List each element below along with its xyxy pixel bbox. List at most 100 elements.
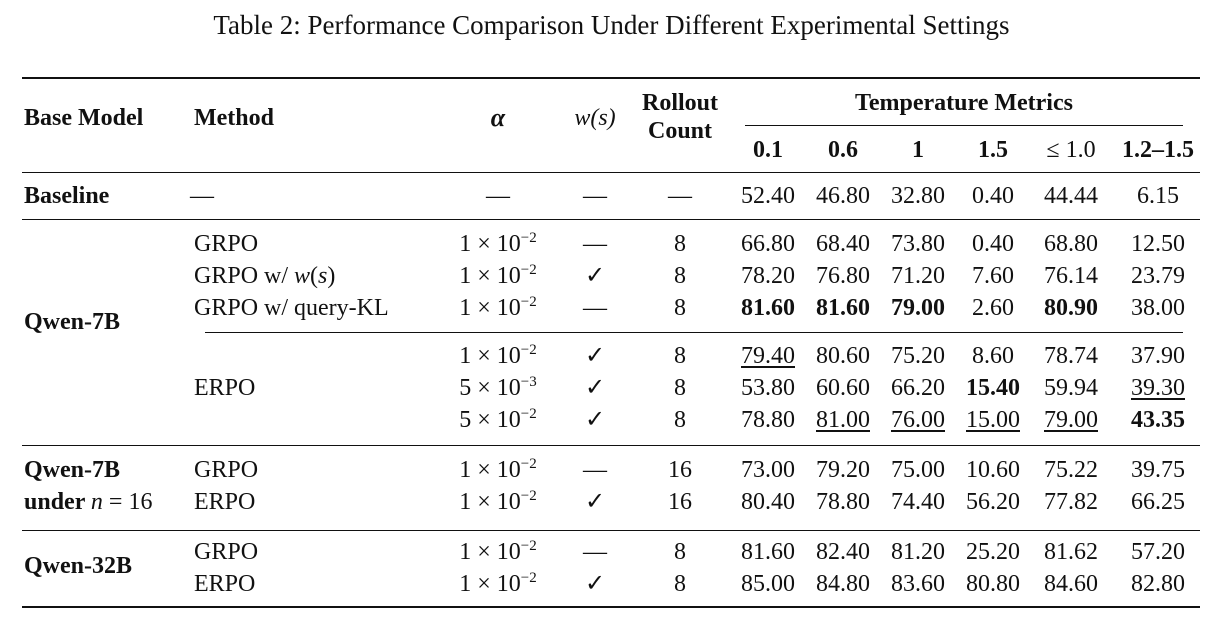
value-cell: 46.80 (816, 183, 870, 209)
value-cell: 85.00 (741, 571, 795, 597)
ws-cell: ✓ (584, 407, 606, 433)
ws-cell: — (583, 183, 607, 209)
header-method: Method (194, 105, 274, 131)
header-base-model: Base Model (24, 105, 144, 131)
value-cell: 79.00 (891, 295, 945, 321)
alpha-cell: 1 × 10−2 (459, 230, 537, 261)
value-cell: 53.80 (741, 375, 795, 401)
value-cell: 81.60 (741, 295, 795, 321)
ws-cell: ✓ (584, 343, 606, 369)
alpha-exponent: −2 (520, 230, 537, 246)
value-cell: 84.80 (816, 571, 870, 597)
group-label: Baseline (24, 183, 110, 209)
group-rule-3 (22, 530, 1200, 531)
value-cell: 78.80 (816, 489, 870, 515)
value-cell: 77.82 (1044, 489, 1098, 515)
value-cell: 73.00 (741, 457, 795, 483)
method-cell: — (190, 183, 214, 209)
method-cell: ERPO (194, 489, 256, 515)
alpha-cell: 5 × 10−2 (459, 406, 537, 437)
alpha-cell: 1 × 10−2 (459, 294, 537, 325)
group-label: Qwen-32B (24, 553, 132, 579)
alpha-cell: 1 × 10−2 (459, 570, 537, 601)
alpha-mantissa: 1 × 10 (459, 457, 521, 483)
temp-group-rule (745, 125, 1183, 126)
rollout-cell: 8 (674, 295, 686, 321)
value-cell: 15.40 (966, 375, 1020, 401)
value-cell: 66.20 (891, 375, 945, 401)
rollout-cell: 8 (674, 375, 686, 401)
value-cell: 38.00 (1131, 295, 1185, 321)
value-cell: 82.40 (816, 539, 870, 565)
table-caption: Table 2: Performance Comparison Under Di… (213, 10, 1010, 40)
alpha-mantissa: 1 × 10 (459, 539, 521, 565)
alpha-exponent: −2 (520, 406, 537, 422)
ws-cell: — (583, 295, 607, 321)
value-cell: 23.79 (1131, 263, 1185, 289)
value-cell: 81.60 (741, 539, 795, 565)
rollout-cell: 16 (668, 489, 692, 515)
value-cell: 8.60 (972, 343, 1014, 369)
value-cell: 84.60 (1044, 571, 1098, 597)
value-cell: 75.00 (891, 457, 945, 483)
value-cell: 0.40 (972, 183, 1014, 209)
alpha-mantissa: 1 × 10 (459, 295, 521, 321)
value-cell: 68.80 (1044, 231, 1098, 257)
alpha-exponent: −2 (520, 262, 537, 278)
value-cell: 66.80 (741, 231, 795, 257)
header-rollout-line1: Rollout (641, 90, 719, 116)
value-cell: 78.74 (1044, 343, 1098, 369)
value-cell: 7.60 (972, 263, 1014, 289)
value-cell: 32.80 (891, 183, 945, 209)
alpha-exponent: −2 (520, 342, 537, 358)
value-cell: 59.94 (1044, 375, 1098, 401)
value-cell: 39.75 (1131, 457, 1185, 483)
alpha-cell: 1 × 10−2 (459, 456, 537, 487)
header-temp-1: 0.6 (828, 137, 858, 163)
method-cell: GRPO (194, 231, 259, 257)
header-alpha: α (490, 103, 506, 132)
group-label: Qwen-7B (24, 457, 120, 483)
value-cell: 12.50 (1131, 231, 1185, 257)
group-label: Qwen-7B (24, 309, 120, 335)
group-rule-1 (22, 219, 1200, 220)
value-cell: 10.60 (966, 457, 1020, 483)
value-cell: 6.15 (1137, 183, 1179, 209)
value-cell: 66.25 (1131, 489, 1185, 515)
header-rule (22, 172, 1200, 173)
rollout-cell: 8 (674, 571, 686, 597)
group-rule-2 (22, 445, 1200, 446)
value-cell: 39.30 (1131, 375, 1185, 401)
value-cell: 56.20 (966, 489, 1020, 515)
value-cell: 82.80 (1131, 571, 1185, 597)
alpha-exponent: −2 (520, 538, 537, 554)
value-cell: 75.20 (891, 343, 945, 369)
ws-cell: ✓ (584, 571, 606, 597)
header-temp-group: Temperature Metrics (855, 90, 1073, 116)
alpha-mantissa: 1 × 10 (459, 343, 521, 369)
value-cell: 15.00 (966, 407, 1020, 433)
value-cell: 76.00 (891, 407, 945, 433)
alpha-mantissa: 1 × 10 (459, 489, 521, 515)
value-cell: 76.80 (816, 263, 870, 289)
alpha-mantissa: 5 × 10 (459, 407, 521, 433)
method-cell: GRPO w/ w(s) (194, 263, 336, 289)
value-cell: 37.90 (1131, 343, 1185, 369)
value-cell: 79.00 (1044, 407, 1098, 433)
alpha-exponent: −2 (520, 570, 537, 586)
header-temp-3: 1.5 (978, 137, 1008, 163)
header-ws: w(s) (574, 105, 616, 131)
alpha-cell: 1 × 10−2 (459, 488, 537, 519)
value-cell: 71.20 (891, 263, 945, 289)
header-rollout-line2: Count (647, 118, 713, 144)
sub-rule-qwen7b (205, 332, 1183, 333)
value-cell: 81.00 (816, 407, 870, 433)
alpha-exponent: −3 (520, 374, 537, 390)
value-cell: 43.35 (1131, 407, 1185, 433)
rollout-cell: 8 (674, 263, 686, 289)
alpha-mantissa: 5 × 10 (459, 375, 521, 401)
value-cell: 75.22 (1044, 457, 1098, 483)
alpha-mantissa: 1 × 10 (459, 263, 521, 289)
value-cell: 80.60 (816, 343, 870, 369)
value-cell: 79.20 (816, 457, 870, 483)
